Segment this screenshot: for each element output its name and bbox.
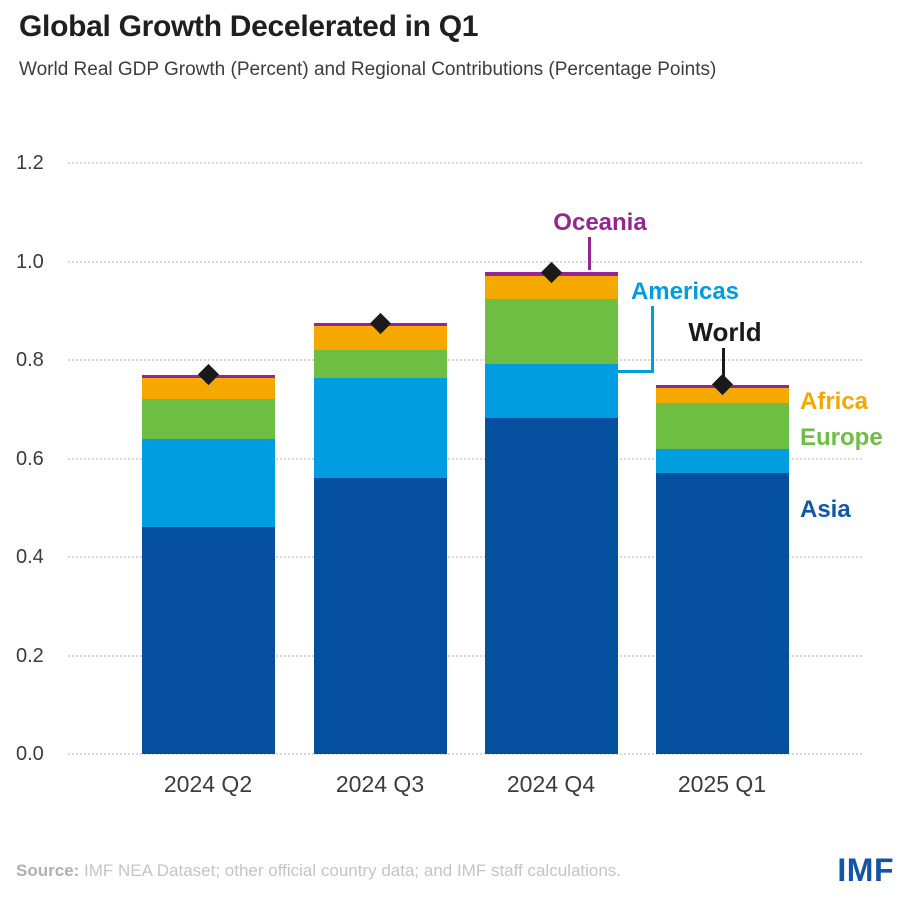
- bar-segment-europe: [655, 403, 789, 450]
- source-label: Source:: [16, 861, 80, 880]
- y-axis-tick-label: 1.2: [16, 152, 44, 174]
- bar-segment-americas: [484, 364, 618, 419]
- gridline-1.2: [68, 162, 862, 164]
- bar-segment-africa: [484, 275, 618, 299]
- bar-segment-europe: [141, 399, 275, 439]
- oceania-leader-line: [588, 237, 591, 270]
- x-axis-tick-label: 2024 Q3: [335, 771, 425, 797]
- gridline-0.8: [68, 359, 862, 361]
- americas-leader-line-horizontal: [616, 370, 654, 373]
- legend-label-americas: Americas: [630, 278, 740, 305]
- bar-segment-europe: [484, 298, 618, 365]
- gridline-0.4: [68, 556, 862, 558]
- y-axis-tick-label: 0.4: [16, 546, 44, 568]
- bar-segment-europe: [313, 350, 447, 379]
- bar-segment-asia: [313, 478, 447, 754]
- x-axis-tick-label: 2024 Q4: [506, 771, 596, 797]
- bar-segment-asia: [484, 418, 618, 754]
- legend-label-world: World: [688, 317, 762, 347]
- y-axis-tick-label: 0.2: [16, 644, 44, 667]
- legend-label-oceania: Oceania: [553, 209, 647, 236]
- page-title: Global Growth Decelerated in Q1: [19, 10, 479, 43]
- legend-label-europe: Europe: [800, 424, 883, 451]
- bar-segment-asia: [655, 473, 789, 754]
- y-axis-tick-label: 0.8: [16, 349, 44, 371]
- source-text: IMF NEA Dataset; other official country …: [79, 861, 622, 880]
- bar-segment-africa: [141, 378, 275, 400]
- world-leader-line: [722, 348, 725, 377]
- legend-label-africa: Africa: [800, 388, 869, 415]
- bar-segment-africa: [655, 387, 789, 404]
- bar-segment-americas: [655, 449, 789, 474]
- americas-leader-line-vertical: [651, 306, 654, 373]
- y-axis-tick-label: 1.0: [16, 250, 44, 273]
- bar-segment-americas: [141, 438, 275, 528]
- gridline-0.2: [68, 654, 862, 657]
- page-subtitle: World Real GDP Growth (Percent) and Regi…: [19, 59, 717, 80]
- x-axis-tick-label: 2025 Q1: [677, 771, 767, 797]
- y-axis-tick-label: 0.6: [16, 447, 44, 470]
- source-note: Source: IMF NEA Dataset; other official …: [16, 860, 621, 882]
- bar-segment-americas: [313, 378, 447, 479]
- gridline-0.0: [68, 753, 862, 755]
- bar-segment-asia: [141, 527, 275, 754]
- imf-logo: IMF: [837, 852, 894, 888]
- y-axis-tick-label: 0.0: [16, 743, 44, 765]
- gridline-0.6: [68, 457, 862, 460]
- x-axis-tick-label: 2024 Q2: [163, 771, 253, 797]
- legend-label-asia: Asia: [800, 496, 851, 523]
- gridline-1.0: [68, 260, 862, 263]
